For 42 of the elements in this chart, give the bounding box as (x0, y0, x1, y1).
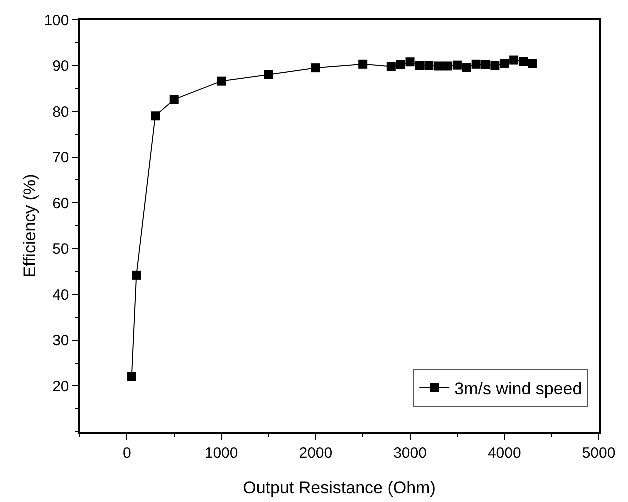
point (127, 372, 136, 382)
point (462, 63, 472, 72)
point (528, 58, 538, 68)
point (170, 95, 179, 104)
point (358, 60, 368, 69)
y-axis-title: Efficiency (%) (20, 174, 40, 278)
point (510, 56, 519, 65)
point (217, 76, 226, 86)
y-tick-label: 30 (52, 332, 70, 350)
x-tick-label: 1000 (204, 444, 238, 462)
y-tick-label: 80 (52, 104, 70, 121)
point (311, 64, 320, 73)
point (434, 62, 444, 71)
y-tick-label: 50 (52, 241, 70, 258)
legend-label: 3m/s wind speed (454, 379, 582, 398)
x-tick-label: 4000 (488, 444, 522, 462)
point (264, 70, 274, 80)
y-tick-label: 90 (52, 58, 70, 76)
point (406, 58, 415, 67)
x-tick-label: 5000 (582, 444, 616, 462)
x-axis-title: Output Resistance (Ohm) (243, 478, 436, 498)
point (132, 270, 142, 280)
point (415, 61, 424, 70)
point (481, 60, 490, 70)
point (444, 62, 453, 71)
y-tick-label: 20 (52, 378, 70, 396)
y-tick-label: 100 (44, 12, 70, 30)
y-tick-label: 60 (52, 195, 70, 212)
point (472, 60, 481, 69)
x-tick-label: 3000 (394, 444, 427, 462)
y-tick-label: 70 (52, 150, 70, 167)
point (150, 112, 160, 121)
point (500, 58, 510, 68)
y-tick-label: 40 (52, 286, 70, 304)
point (452, 60, 462, 70)
point (386, 62, 396, 72)
point (424, 61, 434, 70)
x-tick-label: 2000 (299, 444, 333, 462)
x-tick-label: 0 (123, 444, 132, 462)
point (490, 61, 500, 70)
point (396, 60, 406, 70)
point (519, 57, 528, 66)
